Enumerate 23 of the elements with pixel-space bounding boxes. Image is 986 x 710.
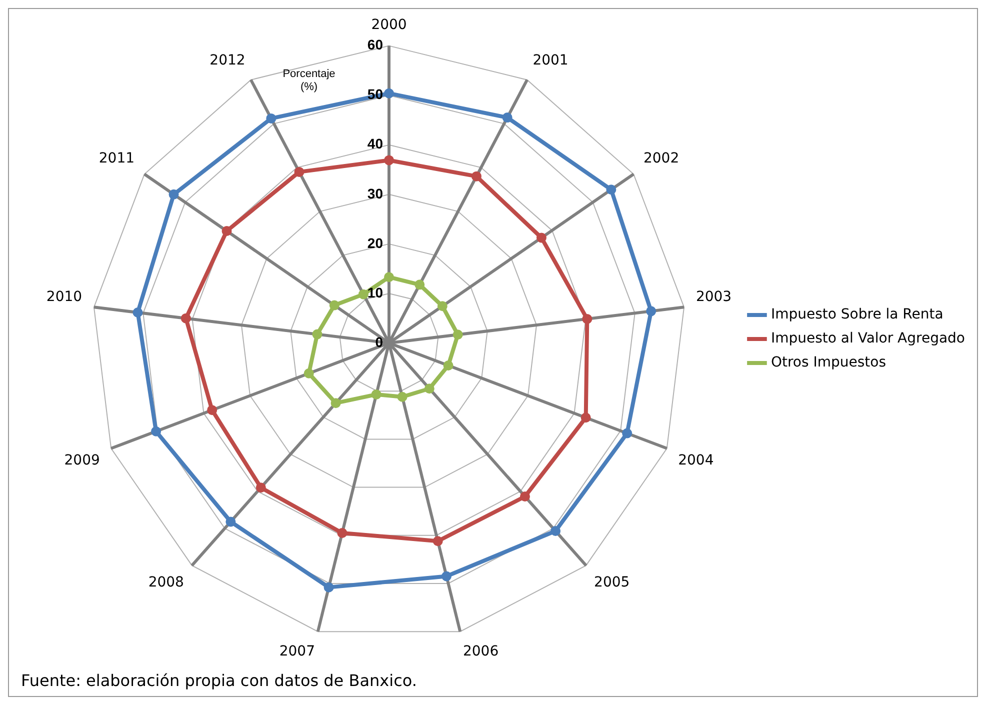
spoke-label: 2008 [148,574,184,590]
text: Porcentaje (%) [282,68,336,93]
spoke-label: 2010 [46,288,82,305]
spoke-label: 2007 [279,643,316,660]
spoke-label: 2006 [462,643,499,660]
spoke-label: 2009 [64,452,100,469]
spoke-label: 2003 [696,288,732,305]
legend-label: Otros Impuestos [770,354,886,371]
legend-label: Impuesto al Valor Agregado [770,330,965,347]
y-tick-label: 60 [367,36,384,53]
spoke-label: 2005 [594,574,630,590]
legend-label: Impuesto Sobre la Renta [770,306,944,323]
y-tick-label: 30 [367,185,384,202]
spoke-label: 2012 [210,52,246,68]
y-tick-label: 10 [367,284,384,300]
spoke-label: 2002 [643,150,680,167]
spoke-label: 2001 [532,52,568,68]
y-tick-label: 40 [367,136,384,152]
y-tick-label: 20 [367,234,384,251]
spoke-label: 2004 [678,452,714,469]
spoke-label: 2011 [98,150,135,167]
spoke-label: 2000 [371,17,407,34]
source-note: Fuente: elaboración propia con datos de Banxico. [20,670,418,692]
